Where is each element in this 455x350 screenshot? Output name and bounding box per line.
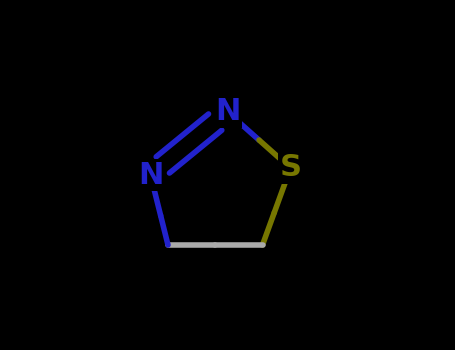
Text: N: N xyxy=(215,98,240,126)
Text: N: N xyxy=(138,161,163,189)
Text: S: S xyxy=(279,154,302,182)
